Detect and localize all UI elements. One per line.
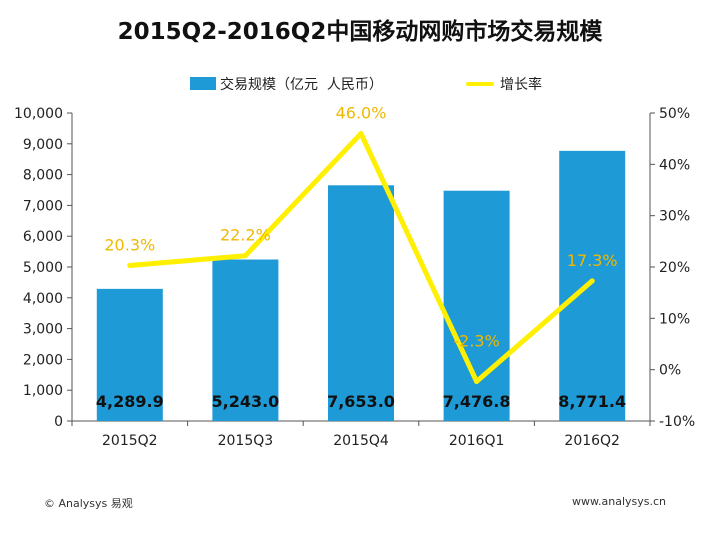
chart-title: 2015Q2-2016Q2中国移动网购市场交易规模 (117, 19, 603, 45)
growth-rate-label: 20.3% (104, 235, 155, 254)
right-tick-label: 50% (659, 106, 690, 122)
left-tick-label: 6,000 (23, 229, 63, 245)
legend-bar-label: 交易规模（亿元 人民币） (220, 77, 383, 93)
bar-value-label: 4,289.9 (96, 392, 164, 411)
legend-line-swatch (466, 82, 494, 86)
growth-rate-point (242, 253, 248, 259)
growth-rate-point (358, 131, 364, 137)
bar-value-label: 7,476.8 (443, 392, 511, 411)
bar-value-label: 5,243.0 (211, 392, 279, 411)
x-tick-label: 2015Q4 (333, 433, 389, 449)
growth-rate-label: 22.2% (220, 226, 271, 245)
left-tick-label: 9,000 (23, 137, 63, 153)
legend-bar-swatch (190, 77, 216, 90)
legend: 交易规模（亿元 人民币） 增长率 (0, 74, 720, 96)
growth-rate-point (127, 262, 133, 268)
left-tick-label: 2,000 (23, 352, 63, 368)
bar (443, 190, 510, 421)
growth-rate-label: 17.3% (567, 251, 618, 270)
left-tick-label: 3,000 (23, 322, 63, 338)
right-tick-label: 30% (659, 209, 690, 225)
growth-rate-label: 46.0% (336, 104, 387, 123)
right-tick-label: 20% (659, 260, 690, 276)
growth-rate-point (589, 278, 595, 284)
bar-value-label: 7,653.0 (327, 392, 395, 411)
footer-url: www.analysys.cn (572, 495, 666, 508)
growth-rate-point (474, 378, 480, 384)
x-tick-label: 2016Q1 (449, 433, 505, 449)
left-tick-label: 10,000 (14, 106, 63, 122)
bar (212, 259, 279, 421)
left-tick-label: 1,000 (23, 383, 63, 399)
footer-copyright: © Analysys 易观 (44, 497, 133, 510)
right-tick-label: 0% (659, 363, 681, 379)
legend-line-label: 增长率 (500, 77, 542, 93)
left-tick-label: 8,000 (23, 168, 63, 184)
right-tick-label: 40% (659, 157, 690, 173)
x-tick-label: 2016Q2 (564, 433, 620, 449)
right-tick-label: 10% (659, 311, 690, 327)
left-tick-label: 0 (54, 414, 63, 430)
left-tick-label: 5,000 (23, 260, 63, 276)
bar (96, 288, 163, 421)
left-tick-label: 7,000 (23, 198, 63, 214)
growth-rate-label: -2.3% (453, 331, 499, 350)
x-tick-label: 2015Q3 (218, 433, 274, 449)
x-tick-label: 2015Q2 (102, 433, 158, 449)
bar (328, 185, 394, 421)
right-tick-label: -10% (659, 414, 695, 430)
left-tick-label: 4,000 (23, 291, 63, 307)
bar-value-label: 8,771.4 (558, 392, 626, 411)
bar (559, 150, 626, 421)
